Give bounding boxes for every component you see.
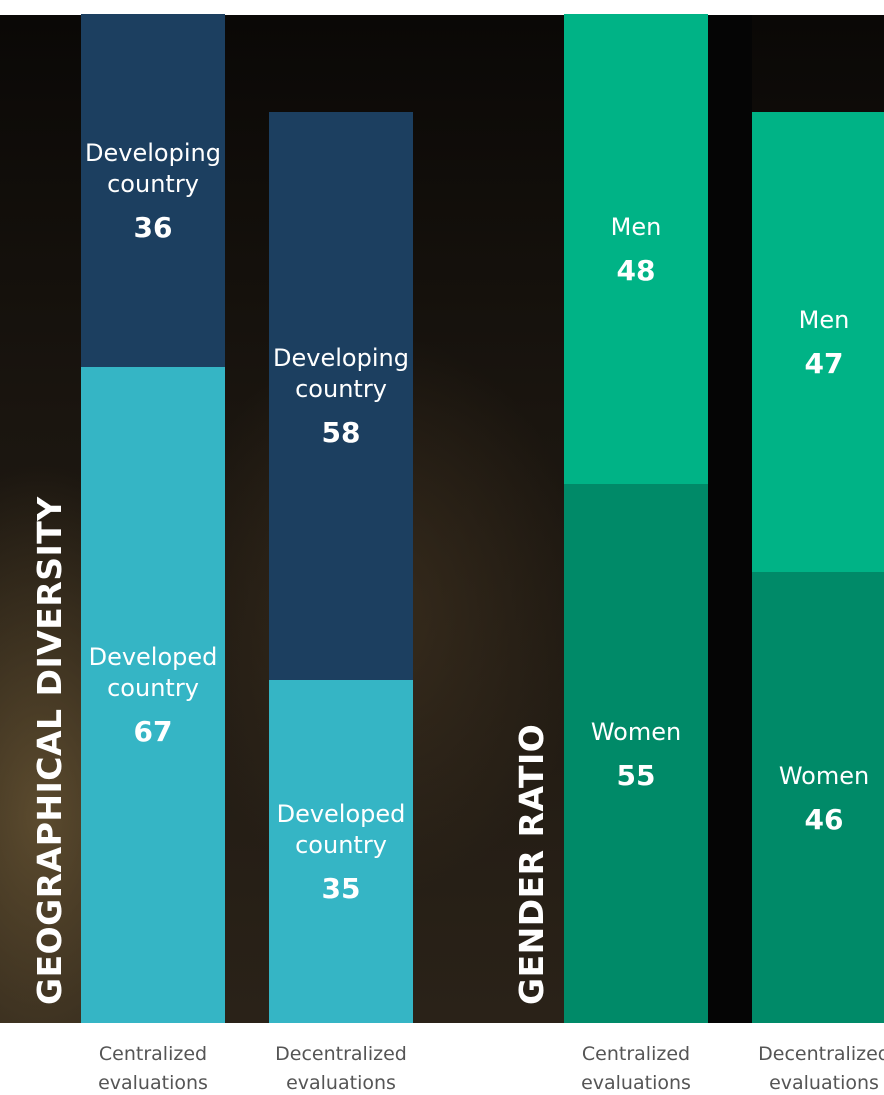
segment-name: Men [610, 212, 662, 241]
bar-segment [269, 680, 413, 1023]
category-label: Centralized evaluations [581, 1043, 691, 1094]
segment-value: 58 [321, 416, 361, 450]
segment-label: Developing country 58 [269, 343, 413, 448]
segment-name: Developed country [88, 643, 218, 703]
bar-segment [81, 366, 225, 1023]
axis-title: GEOGRAPHICAL DIVERSITY [30, 496, 69, 1005]
segment-value: 47 [804, 347, 844, 381]
segment-label: Developed country 67 [81, 642, 225, 747]
category-label: Decentralized evaluations [758, 1043, 884, 1094]
segment-label: Men 48 [564, 212, 708, 286]
background-stripe [708, 15, 752, 1023]
segment-value: 48 [616, 253, 656, 287]
segment-name: Developing country [85, 138, 221, 198]
segment-label: Women 46 [752, 761, 884, 835]
segment-value: 55 [616, 758, 656, 792]
segment-value: 36 [133, 210, 173, 244]
bar-segment [564, 484, 708, 1023]
segment-label: Women 55 [564, 717, 708, 791]
category-label: Centralized evaluations [98, 1043, 208, 1094]
segment-name: Men [798, 306, 850, 335]
bar-segment [752, 572, 884, 1023]
segment-value: 46 [804, 802, 844, 836]
segment-value: 67 [133, 715, 173, 749]
segment-name: Developing country [273, 344, 409, 404]
axis-title: GENDER RATIO [512, 723, 551, 1005]
segment-name: Women [778, 761, 870, 790]
category-label: Decentralized evaluations [275, 1043, 407, 1094]
segment-label: Developing country 36 [81, 138, 225, 243]
segment-value: 35 [321, 872, 361, 906]
bar-segment [752, 111, 884, 573]
segment-name: Women [590, 717, 682, 746]
segment-name: Developed country [276, 800, 406, 860]
bar-segment [269, 111, 413, 681]
segment-label: Developed country 35 [269, 799, 413, 904]
bar-segment [564, 13, 708, 485]
bar-segment [81, 13, 225, 367]
segment-label: Men 47 [752, 305, 884, 379]
